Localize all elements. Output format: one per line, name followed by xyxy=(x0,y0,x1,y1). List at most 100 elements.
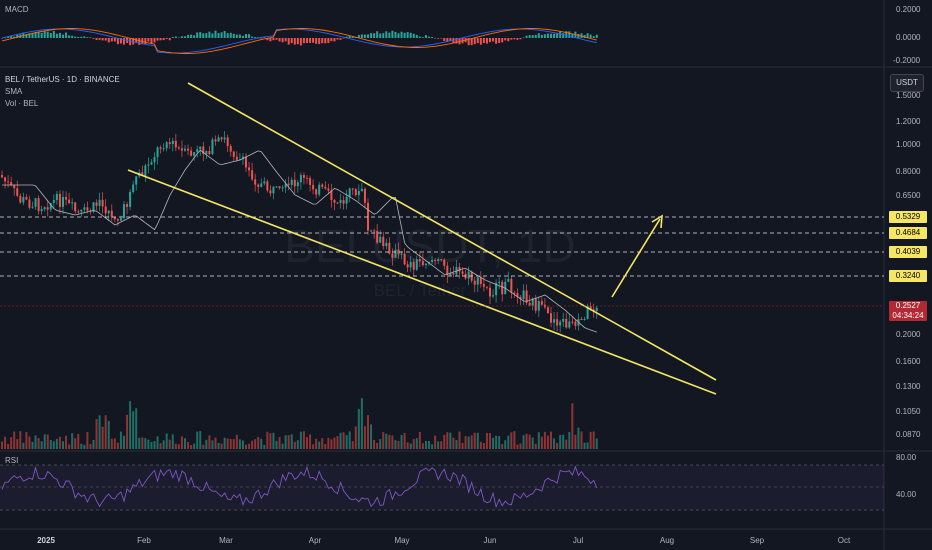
volume-bar xyxy=(272,432,275,449)
macd-tick-1: 0.0000 xyxy=(896,33,921,42)
volume-bar xyxy=(513,431,516,449)
volume-bar xyxy=(318,441,321,449)
macd-histogram-bar xyxy=(238,34,241,38)
candle-body xyxy=(522,290,525,299)
volume-bar xyxy=(16,439,19,449)
candle-body xyxy=(49,203,52,210)
macd-histogram-bar xyxy=(592,36,595,38)
candle-body xyxy=(565,318,568,328)
volume-bar xyxy=(351,441,354,449)
macd-histogram-bar xyxy=(211,33,214,38)
macd-histogram-bar xyxy=(144,38,147,45)
macd-histogram-bar xyxy=(293,38,296,45)
volume-bar xyxy=(543,431,546,449)
currency-button[interactable]: USDT xyxy=(890,74,924,92)
x-tick-may: May xyxy=(394,536,409,545)
candle-body xyxy=(68,199,71,204)
macd-histogram-bar xyxy=(184,36,186,38)
volume-bar xyxy=(10,437,13,449)
macd-histogram-bar xyxy=(330,38,333,42)
volume-bar xyxy=(245,444,247,449)
candle-body xyxy=(467,271,470,279)
candle-body xyxy=(586,306,589,320)
macd-histogram-bar xyxy=(147,38,150,42)
volume-bar xyxy=(193,443,196,449)
volume-bar xyxy=(208,435,211,449)
volume-bar xyxy=(406,442,409,449)
macd-histogram-bar xyxy=(528,35,531,38)
macd-histogram-bar xyxy=(421,37,424,38)
volume-bar xyxy=(473,432,476,449)
macd-histogram-bar xyxy=(80,36,83,38)
candle-body xyxy=(58,193,61,207)
macd-histogram-bar xyxy=(290,38,293,44)
candle-body xyxy=(284,183,287,188)
candle-body xyxy=(379,236,382,243)
candle-body xyxy=(351,188,354,190)
volume-bar xyxy=(485,432,488,449)
candle-body xyxy=(226,137,229,147)
candle-body xyxy=(92,202,95,212)
macd-histogram-bar xyxy=(391,30,394,38)
macd-histogram-bar xyxy=(437,38,440,39)
macd-histogram-bar xyxy=(443,38,446,42)
candle-body xyxy=(324,186,327,189)
candle-body xyxy=(397,249,400,255)
rsi-line xyxy=(1,465,598,509)
volume-bar xyxy=(379,439,382,449)
volume-bar xyxy=(482,443,485,449)
price-tick-1: 1.2000 xyxy=(896,117,921,126)
candle-body xyxy=(595,307,598,312)
volume-bar xyxy=(281,443,284,449)
macd-histogram-bar xyxy=(568,31,571,38)
macd-histogram-bar xyxy=(40,32,43,38)
candle-body xyxy=(248,167,251,171)
candle-body xyxy=(376,231,379,243)
volume-bar xyxy=(119,431,122,449)
candle-body xyxy=(562,318,565,322)
candle-body xyxy=(394,249,397,258)
candle-body xyxy=(348,188,351,197)
candle-body xyxy=(107,210,110,214)
macd-histogram-bar xyxy=(382,33,385,38)
candle-body xyxy=(443,259,446,266)
macd-histogram-bar xyxy=(177,37,180,38)
candle-body xyxy=(540,301,543,305)
macd-histogram-bar xyxy=(412,33,415,38)
candle-body xyxy=(424,263,427,266)
macd-histogram-bar xyxy=(333,38,336,42)
macd-histogram-bar xyxy=(223,31,226,38)
macd-histogram-bar xyxy=(428,36,430,38)
volume-bar xyxy=(248,443,251,449)
volume-bar xyxy=(589,431,592,449)
candle-body xyxy=(263,181,266,184)
volume-bar xyxy=(574,434,577,449)
candle-body xyxy=(553,319,556,323)
macd-histogram-bar xyxy=(226,33,229,38)
candle-body xyxy=(251,170,254,180)
x-tick-feb: Feb xyxy=(137,536,151,545)
bar-countdown: 04:34:24 xyxy=(892,311,924,320)
candle-body xyxy=(342,200,345,204)
candle-body xyxy=(479,277,482,284)
volume-bar xyxy=(510,432,513,449)
macd-tick-2: -0.2000 xyxy=(893,56,921,65)
macd-histogram-bar xyxy=(116,38,119,45)
candle-body xyxy=(83,207,86,210)
volume-bar xyxy=(55,438,58,449)
candle-body xyxy=(318,184,321,195)
candle-body xyxy=(34,198,37,207)
volume-bar xyxy=(168,439,171,449)
volume-bar xyxy=(412,439,415,449)
level-tag-0: 0.5329 xyxy=(889,211,927,223)
macd-tick-0: 0.2000 xyxy=(896,5,921,14)
macd-histogram-bar xyxy=(193,35,196,38)
volume-bar xyxy=(147,439,150,449)
volume-bar xyxy=(556,442,559,449)
volume-bar xyxy=(92,440,95,449)
macd-histogram-bar xyxy=(95,38,98,41)
macd-histogram-bar xyxy=(309,38,312,43)
candle-body xyxy=(205,150,208,154)
candle-body xyxy=(119,218,122,221)
macd-histogram-bar xyxy=(559,31,562,38)
